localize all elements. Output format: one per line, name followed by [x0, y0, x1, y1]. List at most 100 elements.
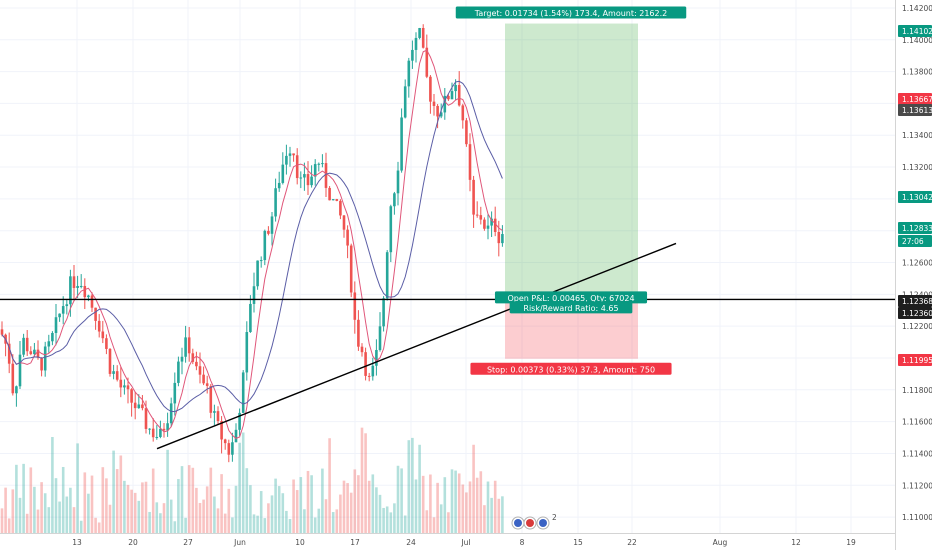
candle-body	[97, 320, 101, 332]
candle-body	[439, 112, 443, 117]
volume-bar	[65, 496, 69, 533]
candle-body	[252, 286, 256, 304]
candle-body	[274, 188, 277, 217]
trend-line	[156, 242, 677, 450]
volume-bar	[184, 517, 187, 533]
volume-bar	[303, 509, 306, 533]
volume-bar	[231, 517, 234, 533]
candle-body	[256, 260, 259, 287]
economic-events[interactable]: 2	[511, 513, 557, 530]
candle-body	[393, 193, 396, 207]
volume-bar	[267, 503, 270, 533]
candle-body	[375, 349, 378, 366]
candle-body	[270, 216, 274, 234]
volume-bar	[321, 468, 324, 533]
volume-bar	[249, 485, 252, 533]
candle-body	[79, 285, 83, 287]
volume-bar	[378, 494, 382, 533]
candle-body	[346, 229, 349, 246]
volume-bar	[447, 512, 450, 533]
candle-body	[429, 76, 432, 102]
candle-body	[191, 353, 195, 362]
candle-body	[187, 337, 191, 354]
volume-bar	[162, 503, 166, 533]
price-axis[interactable]: 1.110001.112001.114001.116001.118001.120…	[895, 0, 932, 550]
candle-body	[205, 383, 209, 386]
volume-bar	[317, 508, 321, 533]
volume-bar	[72, 507, 76, 533]
volume-bar	[141, 482, 144, 533]
candle-body	[213, 411, 216, 413]
candle-body	[65, 304, 69, 307]
volume-bar	[133, 492, 137, 533]
volume-bar	[450, 469, 454, 533]
volume-bar	[108, 504, 112, 533]
volume-bar	[61, 466, 65, 533]
volume-bar	[468, 481, 472, 533]
volume-bar	[364, 433, 367, 533]
x-tick-label: 20	[128, 538, 138, 547]
candle-body	[295, 155, 299, 179]
candle-body	[29, 351, 33, 355]
candle-body	[461, 105, 465, 121]
candle-body	[58, 313, 61, 318]
candle-body	[335, 199, 339, 201]
long-position-zones[interactable]	[505, 23, 638, 359]
x-tick-label: Aug	[713, 538, 728, 547]
candle-body	[54, 317, 58, 333]
candle-body	[94, 307, 97, 321]
candle-body	[292, 153, 295, 156]
candle-body	[407, 60, 411, 87]
volume-bar	[36, 509, 40, 533]
candle-body	[61, 306, 65, 314]
volume-bar	[313, 517, 317, 533]
candle-body	[475, 214, 479, 216]
volume-bar	[407, 440, 411, 533]
x-tick-label: 8	[520, 538, 525, 547]
candle-body	[457, 85, 461, 106]
volume-bar	[119, 455, 123, 533]
volume-bar	[461, 484, 465, 533]
volume-bar	[180, 466, 184, 533]
candle-body	[321, 163, 324, 165]
time-axis-bg	[0, 533, 895, 550]
candle-body	[400, 117, 403, 171]
volume-bar	[69, 487, 72, 533]
candle-body	[303, 174, 306, 178]
volume-bar	[274, 478, 277, 533]
candle-body	[108, 348, 112, 374]
volume-bar	[310, 475, 313, 533]
y-tick-label: 1.12200	[902, 322, 932, 331]
candle-body	[227, 443, 231, 455]
candle-body	[310, 176, 313, 186]
time-axis[interactable]: 13 20 27 Jun 10 17 24 Jul 8 15 22 Aug 12 19	[0, 533, 895, 550]
event-flag-dot	[514, 519, 522, 527]
volume-bar	[400, 468, 403, 533]
y-tick-label: 1.12400	[902, 290, 932, 299]
volume-bar	[306, 470, 310, 533]
candle-body	[159, 428, 162, 437]
candles	[0, 24, 504, 463]
candle-body	[454, 85, 457, 92]
drawing-lines[interactable]	[0, 242, 895, 450]
volume-bar	[33, 486, 36, 533]
candle-body	[263, 230, 267, 261]
candle-body	[328, 187, 331, 201]
candle-body	[357, 319, 360, 347]
volume-bar	[339, 494, 342, 533]
pnl-label-bg	[494, 291, 648, 304]
x-tick-label: 27	[183, 538, 193, 547]
volume-bar	[292, 479, 295, 533]
candle-body	[501, 234, 504, 244]
candle-body	[151, 428, 155, 438]
candle-body	[173, 382, 177, 404]
candle-body	[353, 292, 357, 320]
candle-body	[306, 174, 310, 186]
candle-body	[267, 230, 270, 234]
volume-bar	[209, 467, 213, 533]
volume-bar	[429, 474, 432, 533]
candle-body	[209, 385, 213, 413]
ratio-label: Risk/Reward Ratio: 4.65	[523, 304, 618, 313]
candle-body	[331, 199, 335, 201]
